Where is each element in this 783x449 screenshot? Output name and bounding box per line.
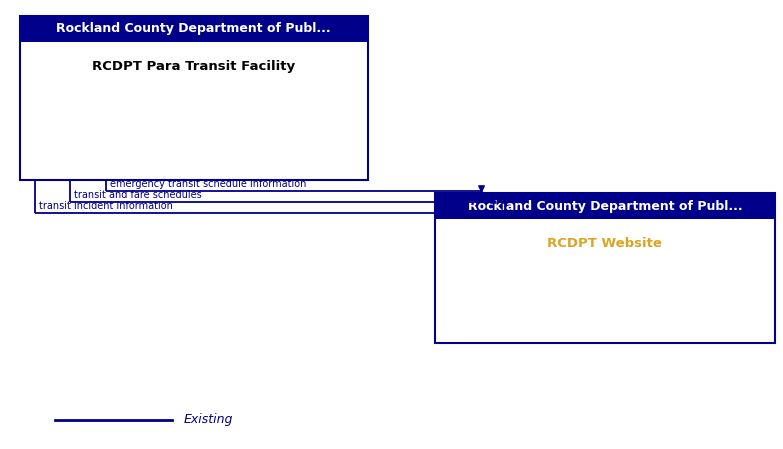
Text: transit incident information: transit incident information <box>39 201 173 211</box>
Text: Rockland County Department of Publ...: Rockland County Department of Publ... <box>467 200 742 212</box>
Text: transit and fare schedules: transit and fare schedules <box>74 190 202 200</box>
Bar <box>435 193 775 219</box>
Bar <box>435 193 775 343</box>
Text: RCDPT Website: RCDPT Website <box>547 237 662 250</box>
Bar <box>20 16 368 42</box>
Text: RCDPT Para Transit Facility: RCDPT Para Transit Facility <box>92 60 295 73</box>
Text: emergency transit schedule information: emergency transit schedule information <box>110 179 306 189</box>
Bar <box>20 16 368 180</box>
Text: Existing: Existing <box>184 414 233 426</box>
Text: Rockland County Department of Publ...: Rockland County Department of Publ... <box>56 22 331 35</box>
